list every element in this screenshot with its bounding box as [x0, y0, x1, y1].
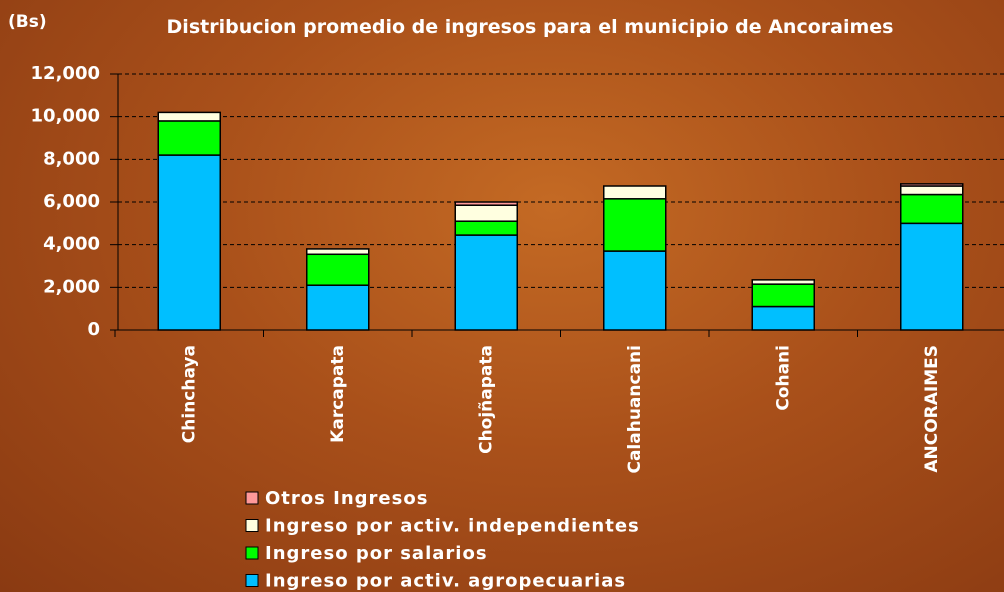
x-tick-label: Chojñapata	[476, 345, 496, 454]
y-tick-label: 8,000	[43, 148, 100, 169]
chart: (Bs) 0 2,000 4,000 6,000 8,000 10,000 12,000 Ch…	[0, 0, 1004, 592]
legend-swatch	[246, 520, 258, 532]
bar-segment	[307, 249, 369, 254]
y-tick-label: 0	[87, 319, 100, 340]
bar-segment	[158, 112, 220, 121]
legend-label: Ingreso por activ. independientes	[265, 516, 640, 537]
bar-segment	[901, 186, 963, 195]
y-tick-label: 10,000	[31, 106, 100, 127]
bar-segment	[752, 307, 814, 330]
x-tick-label: Calahuancani	[625, 345, 645, 474]
bar-segment	[455, 235, 517, 330]
y-tick-label: 4,000	[43, 234, 100, 255]
bar-segment	[604, 251, 666, 330]
bar-segment	[158, 155, 220, 330]
bar-segment	[752, 284, 814, 306]
legend-label: Ingreso por activ. agropecuarias	[265, 571, 626, 592]
y-tick-label: 12,000	[31, 63, 100, 84]
x-tick-label: Chinchaya	[179, 345, 199, 443]
legend-label: Ingreso por salarios	[265, 543, 488, 564]
legend-label: Otros Ingresos	[265, 488, 428, 509]
y-axis-label: (Bs)	[8, 12, 47, 32]
legend-swatch	[246, 492, 258, 504]
y-tick-label: 6,000	[43, 191, 100, 212]
bar-segment	[158, 121, 220, 155]
bar-segment	[604, 199, 666, 251]
bar-segment	[752, 280, 814, 284]
y-tick-label: 2,000	[43, 276, 100, 297]
chart-area: Distribucion promedio de ingresos para e…	[0, 0, 1004, 592]
bar-segment	[307, 254, 369, 285]
bar-segment	[455, 202, 517, 205]
x-tick-label: Cohani	[773, 345, 793, 411]
x-tick-label: ANCORAIMES	[922, 345, 942, 473]
bar-segment	[901, 184, 963, 186]
bar-segment	[901, 223, 963, 330]
legend-swatch	[246, 547, 258, 559]
bar-segment	[307, 285, 369, 330]
bar-segment	[455, 221, 517, 235]
bar-segment	[455, 205, 517, 221]
x-tick-label: Karcapata	[328, 345, 348, 443]
legend-swatch	[246, 575, 258, 587]
bar-segment	[604, 186, 666, 199]
bar-segment	[901, 195, 963, 224]
